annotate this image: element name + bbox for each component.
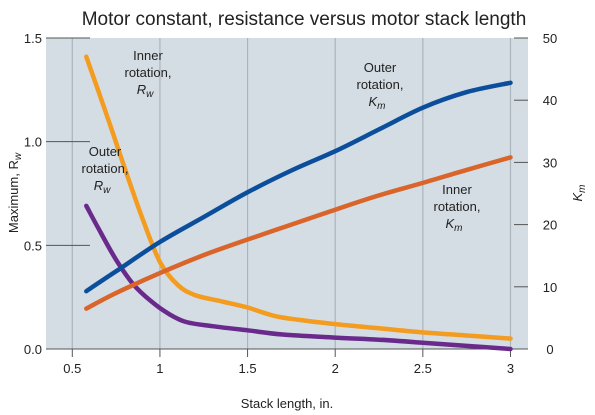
y-right-tick-label: 30 — [543, 155, 557, 170]
y-left-tick-label: 1.5 — [24, 31, 42, 46]
series-line-inner-km — [84, 155, 513, 311]
series-line-inner-rw — [84, 54, 513, 341]
annotation-outer-rw: Outer rotation, Rw — [82, 144, 129, 196]
series-line-outer-km — [84, 80, 513, 294]
annotations: Inner rotation, Rw Outer rotation, Rw Outer rot… — [82, 48, 481, 234]
x-tick-label: 1.5 — [239, 361, 257, 376]
y-right-tick-label: 50 — [543, 31, 557, 46]
x-tick-label: 2 — [332, 361, 339, 376]
y-right-tick-label: 10 — [543, 280, 557, 295]
y-left-tick-label: 0.0 — [24, 342, 42, 357]
x-tick-label: 3 — [507, 361, 514, 376]
plot-background — [46, 38, 528, 349]
y-left-tick-label: 0.5 — [24, 238, 42, 253]
series-lines — [84, 54, 513, 352]
y-left-axis-label-group: Maximum, Rw — [6, 152, 24, 233]
annotation-outer-km: Outer rotation, Km — [357, 60, 404, 112]
y-left-tick-label: 1.0 — [24, 135, 42, 150]
y-left-tick-labels: 0.0 0.5 1.0 1.5 — [24, 31, 90, 357]
y-right-tick-label: 20 — [543, 218, 557, 233]
chart-title: Motor constant, resistance versus motor … — [82, 9, 527, 30]
x-axis-label: Stack length, in. — [241, 396, 334, 411]
y-right-tick-labels: 0 10 20 30 40 50 — [514, 31, 557, 357]
annotation-inner-rw: Inner rotation, Rw — [125, 48, 172, 100]
y-right-axis-label: Km — [570, 184, 588, 201]
y-right-tick-label: 0 — [546, 342, 553, 357]
x-tick-label: 1 — [156, 361, 163, 376]
annotation-inner-km: Inner rotation, Km — [434, 182, 481, 234]
x-tick-label: 2.5 — [414, 361, 432, 376]
y-left-axis-label: Maximum, Rw — [6, 152, 24, 233]
y-right-axis-label-group: Km — [570, 184, 588, 201]
y-right-tick-label: 40 — [543, 93, 557, 108]
x-tick-label: 0.5 — [63, 361, 81, 376]
x-tick-labels: 0.5 1 1.5 2 2.5 3 — [63, 349, 514, 376]
